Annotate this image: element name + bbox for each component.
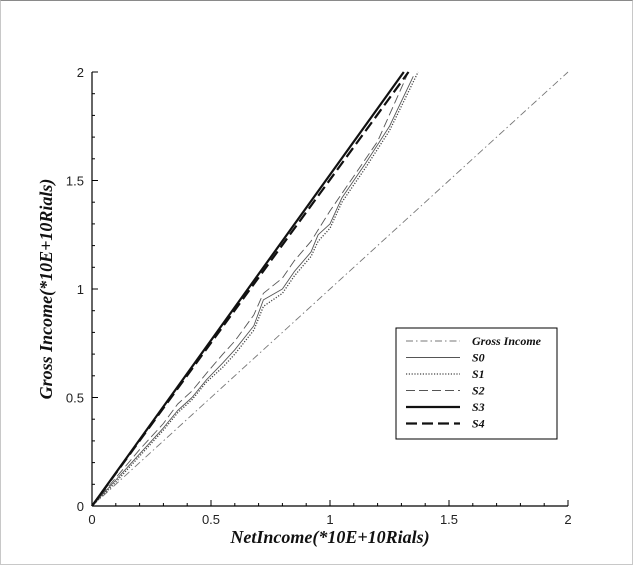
x-tick-label: 2 [564, 512, 571, 527]
legend-label: S2 [472, 384, 485, 398]
x-axis-title: NetIncome(*10E+10Rials) [229, 527, 429, 548]
series-line-gross-income [91, 71, 569, 507]
legend-label: S1 [472, 367, 485, 381]
legend-label: Gross Income [472, 334, 542, 348]
y-tick-label: 0.5 [66, 391, 84, 406]
y-tick-label: 2 [77, 65, 84, 80]
series-line-s0 [91, 76, 414, 507]
x-tick-label: 1 [326, 512, 333, 527]
series-line-s2 [91, 71, 409, 507]
legend-label: S0 [472, 351, 485, 365]
y-axis-title: Gross Income(*10E+10Rials) [36, 179, 57, 400]
legend-label: S4 [472, 417, 485, 431]
series-line-s4 [91, 71, 410, 507]
y-tick-label: 1 [77, 282, 84, 297]
y-tick-label: 0 [77, 499, 84, 514]
series-line-s1 [91, 71, 419, 507]
legend-box [395, 327, 558, 440]
x-tick-label: 0.5 [202, 512, 220, 527]
y-tick-label: 1.5 [66, 174, 84, 189]
x-tick-label: 1.5 [440, 512, 458, 527]
legend-label: S3 [472, 400, 485, 414]
x-tick-label: 0 [88, 512, 95, 527]
